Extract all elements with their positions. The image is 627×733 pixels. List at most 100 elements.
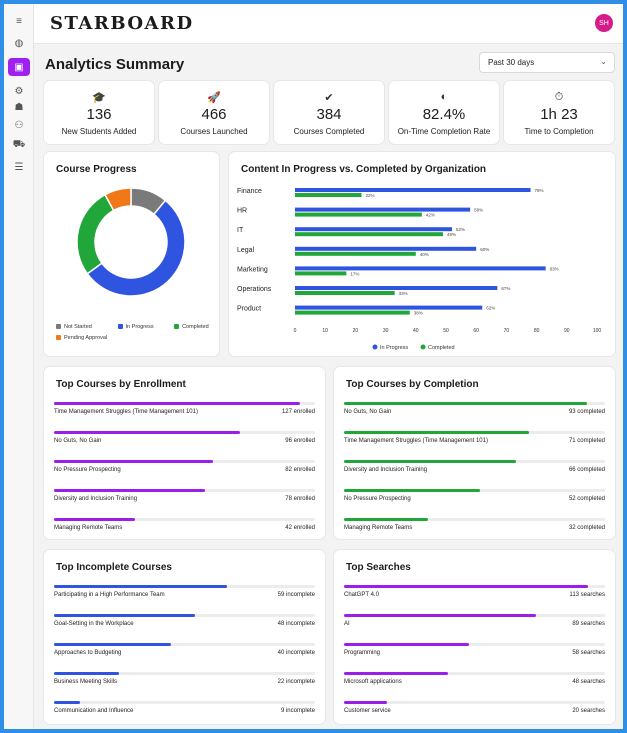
item-count: 40 incomplete [277, 650, 315, 656]
gear-icon[interactable]: ⚙ [14, 85, 24, 97]
data-label: 62% [486, 306, 495, 311]
globe-icon[interactable]: ◍ [14, 37, 24, 49]
item-count: 48 incomplete [277, 621, 315, 627]
brand-logo[interactable]: STARBOARD [50, 13, 194, 34]
data-label: 33% [399, 291, 408, 296]
list-item[interactable]: Managing Remote Teams 42 enrolled [54, 518, 315, 546]
x-tick-label: 0 [294, 328, 297, 334]
list-item[interactable]: Participating in a High Performance Team… [54, 585, 315, 613]
progress-fill [54, 431, 240, 434]
item-count: 22 incomplete [277, 679, 315, 685]
progress-fill [344, 672, 448, 675]
bar-in-progress [295, 207, 471, 212]
bar-in-progress [295, 188, 531, 192]
item-name: Microsoft applications [344, 679, 402, 685]
item-count: 48 searches [572, 679, 605, 685]
course-progress-donut [76, 187, 186, 297]
stat-value: 82.4% [422, 106, 466, 123]
list-item[interactable]: No Guts, No Gain 96 enrolled [54, 431, 315, 459]
x-tick-label: 60 [473, 328, 479, 334]
card-title: Top Courses by Enrollment [56, 379, 186, 390]
item-name: No Pressure Prospecting [54, 467, 121, 473]
progress-fill [54, 614, 195, 617]
item-name: Diversity and Inclusion Training [344, 467, 428, 473]
list-item[interactable]: Diversity and Inclusion Training 78 enrol… [54, 489, 315, 517]
bar-in-progress [295, 266, 546, 271]
item-name: Business Meeting Skills [54, 679, 118, 685]
list-item[interactable]: Approaches to Budgeting 40 incomplete [54, 643, 315, 671]
pie-slice-pending-approval[interactable] [103, 187, 132, 212]
list-item[interactable]: No Pressure Prospecting 52 completed [344, 489, 605, 517]
list-item[interactable]: No Guts, No Gain 93 completed [344, 402, 605, 430]
item-count: 42 enrolled [285, 525, 315, 531]
date-range-value: Past 30 days [488, 58, 535, 67]
list-item[interactable]: AI 89 searches [344, 614, 605, 642]
progress-track [54, 614, 315, 617]
rocket-icon: 🚀 [207, 92, 221, 104]
item-name: Goal-Setting in the Workplace [54, 621, 134, 627]
item-count: 127 enrolled [281, 409, 315, 415]
bar-completed [295, 310, 410, 315]
check-circle-icon: ✔ [324, 92, 334, 104]
progress-fill [344, 643, 470, 646]
list-item[interactable]: Managing Remote Teams 32 completed [344, 518, 605, 546]
legend-item: Completed [174, 324, 209, 330]
list-item[interactable]: Microsoft applications 48 searches [344, 672, 605, 700]
pie-slice-in-progress[interactable] [86, 199, 186, 297]
stat-value: 136 [86, 106, 112, 123]
item-name: AI [344, 621, 350, 627]
list-item[interactable]: Customer service 20 searches [344, 701, 605, 729]
bar-completed [295, 251, 416, 256]
stat-card: ✔ 384 Courses Completed [274, 81, 384, 144]
list-item[interactable]: Programming 58 searches [344, 643, 605, 671]
progress-track [54, 402, 315, 405]
list-item[interactable]: No Pressure Prospecting 82 enrolled [54, 460, 315, 488]
progress-fill [54, 489, 205, 492]
item-count: 9 incomplete [280, 708, 315, 714]
progress-track [54, 431, 315, 434]
category-label: Legal [237, 247, 255, 254]
pie-slice-completed[interactable] [76, 193, 115, 275]
list-icon[interactable]: ☰ [14, 161, 24, 173]
menu-icon[interactable]: ≡ [16, 15, 22, 27]
progress-fill [344, 614, 536, 617]
item-name: Managing Remote Teams [54, 525, 123, 531]
list-item[interactable]: Goal-Setting in the Workplace 48 incomple… [54, 614, 315, 642]
card-title: Top Courses by Completion [346, 379, 479, 390]
item-name: Programming [344, 650, 381, 656]
progress-fill [344, 431, 530, 434]
stat-card: ⏱ 1h 23 Time to Completion [504, 81, 614, 144]
progress-fill [54, 460, 213, 463]
legend-item: Pending Approval [56, 335, 216, 341]
stat-card: 🎓 136 New Students Added [44, 81, 154, 144]
dashboard-icon[interactable]: ▣ [8, 58, 30, 76]
x-tick-label: 50 [443, 328, 449, 334]
progress-fill [54, 701, 81, 704]
stat-label: Courses Completed [293, 127, 365, 136]
x-tick-label: 90 [564, 328, 570, 334]
data-label: 40% [420, 252, 429, 257]
stat-card: ◐ 82.4% On-Time Completion Rate [389, 81, 499, 144]
date-range-select[interactable]: Past 30 days ⌄ [479, 52, 615, 73]
item-count: 82 enrolled [285, 467, 315, 473]
list-item[interactable]: ChatGPT 4.0 113 searches [344, 585, 605, 613]
user-avatar[interactable]: SH [595, 14, 613, 32]
donut-legend: Not Started In Progress Completed Pendin… [56, 324, 216, 341]
list-item[interactable]: Business Meeting Skills 22 incomplete [54, 672, 315, 700]
list-item[interactable]: Diversity and Inclusion Training 66 compl… [344, 460, 605, 488]
item-count: 20 searches [572, 708, 605, 714]
cart-icon[interactable]: ⛟ [12, 138, 26, 150]
graduation-cap-icon[interactable]: ☗ [14, 101, 24, 113]
list-item[interactable]: Communication and Influence 9 incomplete [54, 701, 315, 729]
bar-in-progress [295, 305, 483, 310]
item-name: Customer service [344, 708, 391, 714]
card-title: Content In Progress vs. Completed by Org… [241, 164, 487, 175]
item-count: 78 enrolled [285, 496, 315, 502]
list-item[interactable]: Time Management Struggles (Time Manageme… [344, 431, 605, 459]
users-icon[interactable]: ⚇ [14, 119, 24, 131]
item-name: Managing Remote Teams [344, 525, 413, 531]
list-item[interactable]: Time Management Struggles (Time Manageme… [54, 402, 315, 430]
category-label: Product [237, 306, 261, 313]
card-title: Course Progress [56, 164, 137, 175]
progress-track [344, 614, 605, 617]
